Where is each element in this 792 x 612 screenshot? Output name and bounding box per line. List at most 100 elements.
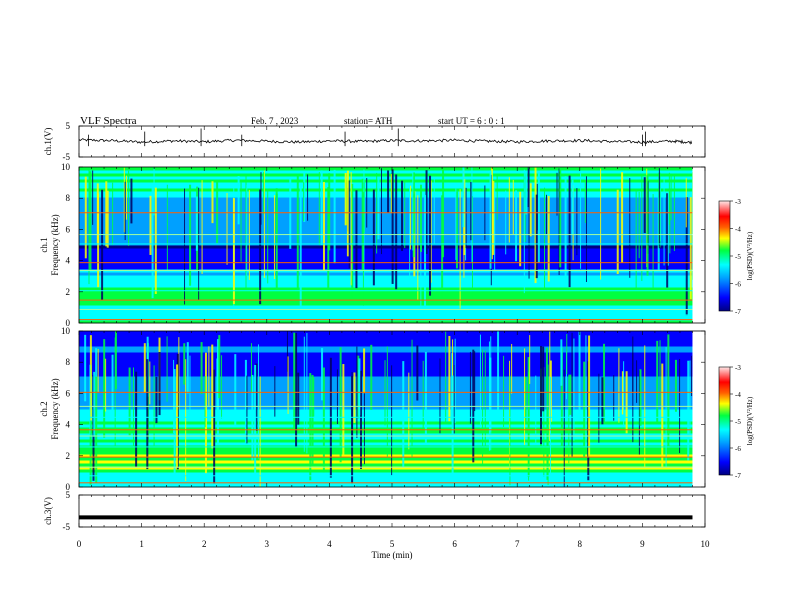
ch2-spectrogram-streak xyxy=(638,370,640,455)
ch2-spectrogram-streak xyxy=(659,340,661,406)
ch1-spectrogram-streak xyxy=(351,183,354,299)
ch1-spectrogram-streak xyxy=(564,176,567,278)
ch2-spectrogram-streak xyxy=(89,335,92,421)
time-axis-tick-label: 4 xyxy=(327,539,332,549)
ch2-spectrogram-band xyxy=(79,469,693,473)
ch2-spectrogram-streak xyxy=(540,345,543,445)
ch2-spectrogram-streak xyxy=(218,335,221,399)
ch2-spectrogram-streak xyxy=(445,331,447,425)
ch1-spectrogram-streak xyxy=(666,193,669,288)
ch1-spectrogram-streak xyxy=(471,196,473,301)
ch1-waveform-y-tick-label: -5 xyxy=(63,152,71,162)
ch1-spectrogram-streak xyxy=(237,175,240,225)
ch2-spectrogram-streak xyxy=(128,367,131,436)
ch2-spectrogram-carrier-line xyxy=(79,416,693,418)
ch2-spectrogram-streak xyxy=(336,369,338,425)
ch2-spectrogram-streak xyxy=(665,346,667,468)
ch1-spectrogram-streak xyxy=(128,170,130,246)
ch2-spectrogram-band xyxy=(79,466,693,470)
ch2-spectrogram-streak xyxy=(578,331,581,414)
ch2-spectrogram-streak xyxy=(146,359,149,470)
ch2-spectrogram-band xyxy=(79,424,693,428)
time-axis-tick-label: 5 xyxy=(390,539,395,549)
ch2-spectrogram-y-tick-label: 10 xyxy=(61,326,71,336)
ch2-spectrogram-streak xyxy=(528,372,530,481)
ch1-spectrogram-streak xyxy=(455,191,458,269)
ch2-colorbar-bar xyxy=(718,366,731,476)
ch1-spectrogram-streak xyxy=(395,174,398,290)
ch2-spectrogram-band xyxy=(79,427,693,431)
ch2-spectrogram-streak xyxy=(258,344,260,459)
ch1-spectrogram-band xyxy=(79,230,693,234)
ch1-spectrogram-streak xyxy=(372,189,375,286)
ch2-spectrogram-band xyxy=(79,430,693,434)
ch2-spectrogram-streak xyxy=(200,342,203,394)
ch2-spectrogram-streak xyxy=(105,358,107,412)
ch1-spectrogram-streak xyxy=(263,172,265,215)
ch1-spectrogram-band xyxy=(79,293,693,297)
ch2-spectrogram-streak xyxy=(573,338,575,441)
ch1-spectrogram-streak xyxy=(412,193,415,258)
ch2-spectrogram-streak xyxy=(339,347,342,463)
ch1-spectrogram-y-tick-label: 8 xyxy=(66,193,71,203)
ch2-spectrogram-band xyxy=(79,340,693,344)
ch1-spectrogram-streak xyxy=(667,191,669,266)
ch1-spectrogram-streak xyxy=(585,176,587,282)
ch2-spectrogram-streak xyxy=(342,364,345,456)
x-axis-label: Time (min) xyxy=(372,550,413,560)
ch2-spectrogram-streak xyxy=(186,342,189,394)
ch2-spectrogram-streak xyxy=(183,343,186,385)
time-axis-tick-label: 1 xyxy=(139,539,144,549)
ch1-spectrogram-blank xyxy=(692,167,705,323)
ch1-spectrogram-streak xyxy=(390,174,392,214)
ch2-spectrogram-band xyxy=(79,442,693,446)
ch2-spectrogram-streak xyxy=(416,345,419,401)
ch2-spectrogram-streak xyxy=(598,373,600,443)
ch2-spectrogram-band xyxy=(79,400,693,404)
ch1-spectrogram-streak xyxy=(240,182,242,262)
ch1-spectrogram-band xyxy=(79,170,693,174)
ch2-spectrogram-streak xyxy=(689,360,691,440)
ch2-spectrogram-streak xyxy=(511,343,513,394)
ch1-spectrogram-y-tick-label: 6 xyxy=(66,224,71,234)
ch2-spectrogram-streak xyxy=(503,355,505,428)
ch1-spectrogram-streak xyxy=(348,180,350,269)
ch1-spectrogram-streak xyxy=(420,184,423,252)
ch2-spectrogram-streak xyxy=(644,345,646,469)
ch2-spectrogram-band xyxy=(79,385,693,389)
ch1-spectrogram-streak xyxy=(96,183,99,245)
ch1-spectrogram-streak xyxy=(616,189,619,275)
ch1-spectrogram-streak xyxy=(263,170,265,278)
ch1-spectrogram-streak xyxy=(527,167,529,208)
ch2-spectrogram-streak xyxy=(114,337,116,449)
ch3-waveform-y-tick-label: 5 xyxy=(66,490,71,500)
ch2-colorbar-tick-label: -3 xyxy=(735,364,741,372)
ch1-spectrogram-streak xyxy=(380,168,382,255)
ch1-spectrogram-carrier-line xyxy=(79,243,693,245)
ch1-colorbar-tick-label: -7 xyxy=(735,308,741,316)
ch1-spectrogram-band xyxy=(79,209,693,213)
ch1-spectrogram-streak xyxy=(350,172,352,286)
ch2-spectrogram-carrier-line xyxy=(79,435,693,437)
ch1-spectrogram-band xyxy=(79,245,693,249)
ch2-spectrogram-streak xyxy=(216,358,219,413)
ch2-spectrogram-streak xyxy=(632,352,634,443)
ch1-spectrogram-streak xyxy=(92,170,94,225)
ch1-waveform-line xyxy=(78,138,693,145)
ch1-colorbar-bar xyxy=(718,200,731,312)
ch1-spectrogram-streak xyxy=(685,197,688,316)
ch1-spectrogram-band xyxy=(79,275,693,279)
ch2-spectrogram-streak xyxy=(313,377,315,417)
ch1-spectrogram-carrier-line xyxy=(79,314,693,316)
ch2-spectrogram-streak xyxy=(353,372,356,423)
ch2-spectrogram-streak xyxy=(178,337,180,410)
ch2-spectrogram-band xyxy=(79,460,693,464)
ch1-spectrogram-streak xyxy=(669,189,671,254)
ch2-spectrogram-streak xyxy=(143,343,146,393)
time-axis-tick-label: 2 xyxy=(202,539,207,549)
ch1-spectrogram-band xyxy=(79,278,693,282)
ch1-spectrogram-streak xyxy=(189,184,192,286)
ch1-spectrogram-streak xyxy=(643,177,646,233)
ch2-spectrogram-streak xyxy=(529,335,531,384)
ch1-spectrogram-streak xyxy=(299,186,302,306)
